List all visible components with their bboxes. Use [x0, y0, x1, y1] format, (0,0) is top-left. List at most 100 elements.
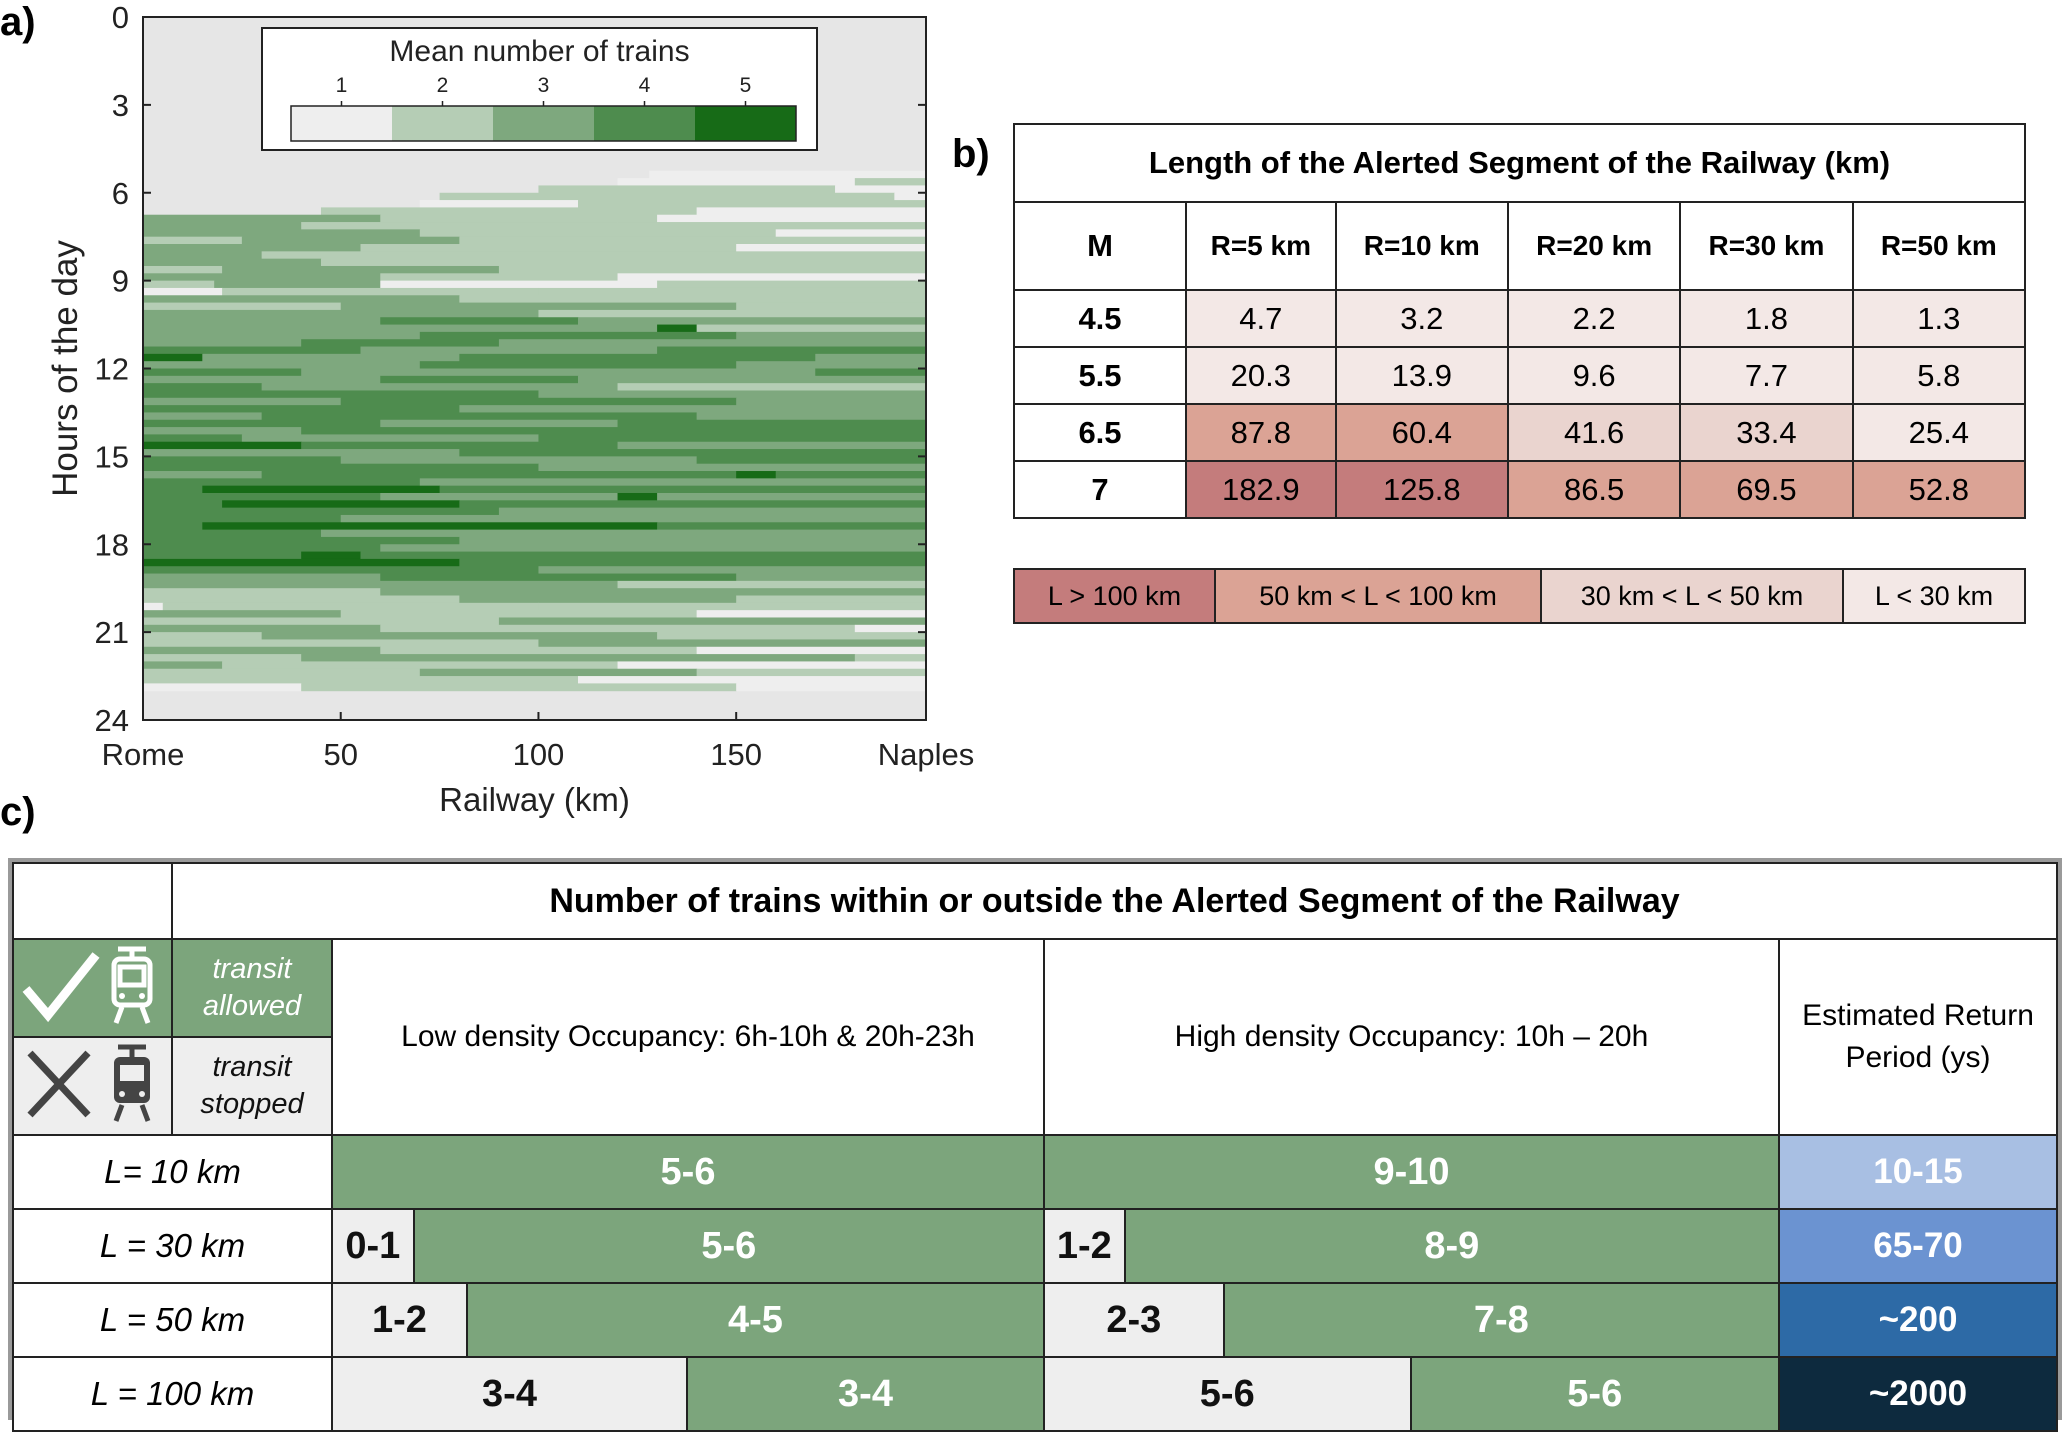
- trains-table: Number of trains within or outside the A…: [8, 858, 2062, 1432]
- heatmap-cell: [143, 676, 579, 684]
- colorbar-tick-label: 1: [336, 74, 348, 97]
- heatmap-cell: [538, 287, 927, 296]
- heatmap-cell: [202, 485, 441, 494]
- heatmap-cell: [696, 207, 927, 216]
- y-tick-label: 24: [95, 703, 129, 738]
- heatmap-cell: [657, 280, 927, 289]
- heatmap-cell: [143, 573, 381, 582]
- heatmap-cell: [380, 624, 856, 633]
- column-header: R=30 km: [1679, 201, 1854, 291]
- heatmap-cell: [419, 478, 927, 487]
- heatmap-cell: [380, 317, 579, 326]
- table-row: L= 10 km 5-6 9-10 10-15: [12, 1134, 2058, 1210]
- heatmap-cell: [261, 251, 579, 260]
- value-cell: 3.2: [1334, 289, 1509, 348]
- heatmap-cell: [143, 522, 203, 531]
- heatmap-cell: [617, 222, 927, 230]
- heatmap-cell: [775, 471, 927, 479]
- panel-label-c: c): [0, 790, 36, 834]
- table-row: L = 100 km 3-4 3-4 5-6 5-6 ~2000: [12, 1356, 2058, 1432]
- heatmap-cell: [617, 273, 927, 282]
- heatmap-cell: [202, 522, 658, 531]
- heatmap-cell: [143, 361, 421, 369]
- trains-stopped-value: 5-6: [1045, 1358, 1412, 1430]
- heatmap-cell: [380, 375, 579, 384]
- stopped-icon-cell: [12, 1036, 173, 1136]
- value-cell: 182.9: [1185, 460, 1337, 519]
- column-header: R=50 km: [1851, 201, 2027, 291]
- check-train-icon: [22, 946, 152, 1024]
- value-cell: 1.8: [1679, 289, 1854, 348]
- trains-allowed-value: 9-10: [1045, 1136, 1778, 1208]
- x-tick-label: 150: [710, 737, 762, 772]
- heatmap-cell: [736, 471, 777, 479]
- heatmap-cell: [143, 287, 223, 296]
- value-cell: 20.3: [1185, 346, 1337, 405]
- length-label: L = 100 km: [12, 1356, 333, 1432]
- magnitude-cell: 7: [1013, 460, 1187, 519]
- table-row: L = 50 km 1-2 4-5 2-3 7-8 ~200: [12, 1282, 2058, 1358]
- high-density-cell: 1-2 8-9: [1043, 1208, 1780, 1284]
- heatmap-cell: [835, 185, 927, 194]
- heatmap-cell: [380, 588, 927, 597]
- heatmap-cell: [657, 492, 927, 501]
- colorbar-tick-label: 2: [437, 74, 449, 97]
- heatmap-cell: [143, 624, 381, 633]
- heatmap-cell: [538, 434, 927, 443]
- colorbar-swatch: [392, 106, 494, 141]
- value-cell: 52.8: [1851, 460, 2027, 519]
- heatmap-cell: [222, 661, 619, 670]
- heatmap-cell: [143, 632, 263, 640]
- heatmap-cell: [736, 595, 927, 604]
- heatmap-cell: [143, 551, 302, 560]
- heatmap-cell: [736, 683, 927, 692]
- trains-stopped-value: 1-2: [1045, 1210, 1126, 1282]
- heatmap-cell: [657, 346, 927, 355]
- trains-allowed-value: 5-6: [1411, 1358, 1778, 1430]
- heatmap-cell: [736, 361, 927, 369]
- heatmap-cell: [222, 500, 460, 509]
- heatmap-cell: [736, 397, 927, 406]
- trains-allowed-value: 7-8: [1224, 1284, 1778, 1356]
- trains-stopped-value: 0-1: [333, 1210, 415, 1282]
- heatmap-cell: [143, 456, 342, 465]
- heatmap-cell: [419, 668, 698, 677]
- value-cell: 1.3: [1851, 289, 2027, 348]
- corner-cell: [12, 862, 173, 940]
- heatmap-cell: [538, 463, 927, 472]
- x-tick-label: Naples: [878, 737, 975, 772]
- length-label: L= 10 km: [12, 1134, 333, 1210]
- heatmap-cell: [696, 456, 927, 465]
- heatmap-cell: [538, 309, 927, 318]
- heatmap-cell: [143, 471, 263, 479]
- heatmap-cell: [657, 324, 698, 333]
- heatmap-cell: [143, 368, 302, 377]
- value-cell: 125.8: [1334, 460, 1509, 519]
- row-header-m: M: [1013, 201, 1187, 291]
- x-axis-label: Railway (km): [439, 781, 630, 818]
- value-cell: 69.5: [1679, 460, 1854, 519]
- value-cell: 2.2: [1506, 289, 1682, 348]
- heatmap-cell: [380, 273, 619, 282]
- heatmap-cell: [380, 419, 619, 428]
- heatmap-cell: [143, 544, 381, 553]
- y-tick-label: 3: [112, 88, 129, 123]
- heatmap-cell: [320, 529, 698, 538]
- value-cell: 13.9: [1334, 346, 1509, 405]
- low-density-cell: 5-6: [331, 1134, 1045, 1210]
- trains-stopped-value: 3-4: [333, 1358, 688, 1430]
- heatmap-cell: [143, 536, 460, 545]
- heatmap-cell: [162, 602, 539, 611]
- trains-stopped-value: 1-2: [333, 1284, 468, 1356]
- heatmap-cell: [459, 295, 927, 304]
- heatmap-cell: [736, 302, 927, 311]
- heatmap-cell: [578, 317, 927, 326]
- value-cell: 25.4: [1851, 403, 2027, 462]
- heatmap-cell: [261, 632, 658, 640]
- legend-item: 50 km < L < 100 km: [1214, 568, 1542, 624]
- heatmap-cell: [696, 324, 927, 333]
- heatmap-cell: [696, 668, 927, 677]
- heatmap-cell: [143, 280, 215, 289]
- heatmap-cell: [657, 214, 927, 223]
